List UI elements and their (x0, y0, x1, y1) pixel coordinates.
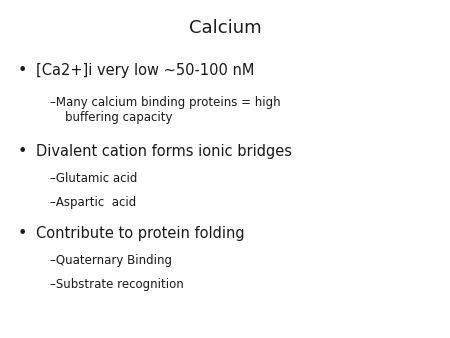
Text: Calcium: Calcium (189, 19, 261, 37)
Text: •: • (18, 226, 27, 241)
Text: Divalent cation forms ionic bridges: Divalent cation forms ionic bridges (36, 144, 292, 159)
Text: –Glutamic acid: –Glutamic acid (50, 172, 137, 185)
Text: •: • (18, 144, 27, 159)
Text: •: • (18, 63, 27, 77)
Text: [Ca2+]i very low ~50-100 nM: [Ca2+]i very low ~50-100 nM (36, 63, 254, 77)
Text: –Aspartic  acid: –Aspartic acid (50, 196, 136, 209)
Text: –Many calcium binding proteins = high
    buffering capacity: –Many calcium binding proteins = high bu… (50, 96, 280, 124)
Text: Contribute to protein folding: Contribute to protein folding (36, 226, 245, 241)
Text: –Substrate recognition: –Substrate recognition (50, 278, 183, 291)
Text: –Quaternary Binding: –Quaternary Binding (50, 254, 171, 267)
